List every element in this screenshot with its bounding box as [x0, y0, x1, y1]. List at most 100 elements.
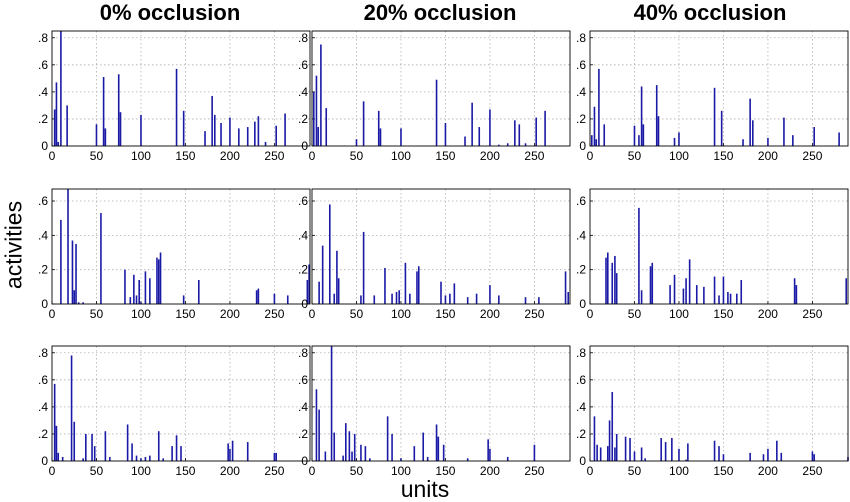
bar: [624, 436, 627, 461]
bar: [687, 443, 689, 461]
plot-frame: [589, 30, 849, 147]
y-tick-label: .4: [298, 400, 308, 414]
bar: [55, 425, 58, 461]
plot-area: [52, 189, 310, 304]
bar: [593, 106, 596, 146]
bar: [593, 416, 596, 461]
bar: [426, 456, 429, 461]
subplot-r1-c1: 0 50 100 150 200 250 0 .2 .4 .6: [298, 188, 571, 321]
y-tick-label: .6: [38, 373, 48, 387]
bar: [377, 110, 380, 146]
column-title-2: 40% occlusion: [633, 0, 787, 25]
bar: [642, 124, 645, 146]
bar: [633, 125, 636, 146]
bar: [603, 124, 606, 146]
bar: [379, 128, 382, 146]
bar: [214, 114, 216, 146]
x-tick-label: 50: [90, 307, 104, 321]
bar: [703, 286, 705, 304]
y-tick-label: .2: [576, 263, 586, 277]
bar: [333, 293, 336, 304]
x-tick-label: 150: [175, 464, 195, 478]
bar: [752, 120, 754, 146]
bar: [464, 136, 466, 146]
y-tick-label: .8: [576, 346, 586, 360]
bar: [77, 302, 80, 304]
y-tick-label: .4: [576, 85, 586, 99]
bar: [182, 295, 185, 304]
bar: [231, 440, 234, 461]
x-tick-label: 250: [802, 464, 822, 478]
bar: [246, 442, 249, 461]
y-tick-label: .6: [576, 373, 586, 387]
bar: [606, 446, 609, 461]
bar: [60, 219, 62, 304]
bar: [640, 290, 643, 304]
bar: [162, 458, 165, 461]
bar: [157, 259, 160, 304]
bar: [506, 143, 509, 146]
bar: [742, 139, 744, 146]
subplot-r2-c0: 0 50 100 150 200 250 0 .2 .4 .6 .8: [38, 345, 311, 478]
bar: [284, 113, 286, 146]
plot-frame: [311, 188, 571, 305]
x-tick-label: 200: [480, 307, 500, 321]
x-tick-label: 250: [524, 307, 544, 321]
bar: [538, 297, 540, 304]
bar: [518, 124, 521, 146]
bar: [598, 68, 600, 146]
bar: [144, 456, 147, 461]
x-tick-label: 200: [758, 464, 778, 478]
x-tick-label: 50: [350, 149, 364, 163]
bar: [614, 447, 616, 461]
bar: [780, 452, 783, 461]
bar: [104, 128, 107, 146]
bar: [640, 86, 643, 146]
plot-area: [312, 31, 570, 146]
subplot-r0-c1: 0 50 100 150 200 250 0 .2 .4 .6 .8: [298, 30, 571, 163]
bar: [204, 131, 206, 146]
y-tick-label: 0: [41, 454, 48, 468]
bar: [629, 438, 631, 461]
plot-area: [312, 346, 570, 461]
bar: [355, 139, 358, 146]
y-tick-label: .2: [576, 112, 586, 126]
y-tick-label: .6: [298, 58, 308, 72]
x-tick-label: 150: [713, 149, 733, 163]
bar: [60, 31, 62, 146]
bar: [131, 443, 133, 461]
x-tick-label: 200: [220, 149, 240, 163]
bar: [413, 446, 416, 461]
bar: [67, 189, 69, 304]
y-tick-label: .8: [38, 31, 48, 45]
x-tick-label: 0: [49, 464, 56, 478]
x-tick-label: 200: [480, 464, 500, 478]
bar: [767, 137, 769, 146]
x-tick-label: 0: [587, 307, 594, 321]
x-tick-label: 200: [758, 307, 778, 321]
bar: [286, 295, 289, 304]
bar: [749, 98, 751, 146]
y-tick-label: 0: [41, 139, 48, 153]
y-tick-label: .6: [298, 194, 308, 208]
bar: [124, 269, 126, 304]
bar: [727, 291, 729, 304]
x-tick-label: 250: [802, 307, 822, 321]
x-tick-label: 100: [131, 464, 151, 478]
bar: [657, 116, 660, 146]
bar: [75, 243, 77, 304]
y-tick-label: .2: [298, 112, 308, 126]
x-tick-label: 100: [391, 307, 411, 321]
bar: [342, 455, 344, 461]
bar: [409, 293, 411, 304]
x-tick-label: 0: [309, 149, 316, 163]
bar: [171, 446, 173, 461]
bar: [644, 458, 646, 461]
bar: [180, 446, 182, 461]
bar: [211, 95, 213, 146]
plot-frame: [51, 345, 311, 462]
bar: [614, 255, 616, 304]
subplot-r1-c2: 0 50 100 150 200 250 0 .2 .4 .6: [576, 188, 849, 321]
bar: [471, 102, 473, 146]
plot-area: [52, 31, 310, 146]
